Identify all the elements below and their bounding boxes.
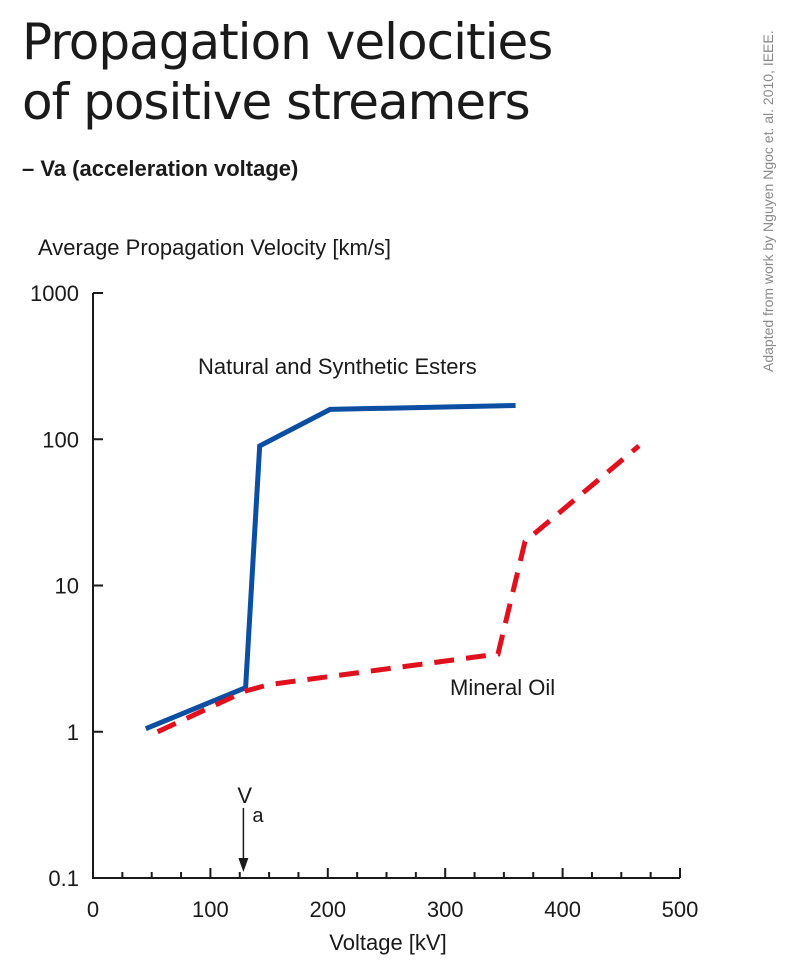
- va-subscript: a: [252, 805, 264, 827]
- y-tick-label: 1: [67, 720, 79, 745]
- series-label-mineral-oil: Mineral Oil: [450, 675, 555, 700]
- series-group: [144, 403, 641, 735]
- chart-title-line-1: Propagation velocities: [22, 13, 553, 71]
- x-axis-label: Voltage [kV]: [329, 930, 446, 955]
- chart-title: Propagation velocities of positive strea…: [22, 12, 553, 132]
- x-ticks: 0 100 200 300 400 500: [87, 868, 698, 922]
- chart-subtitle: – Va (acceleration voltage): [22, 156, 299, 181]
- y-tick-label: 0.1: [48, 866, 79, 891]
- series-line-mineral-oil: [156, 443, 641, 735]
- annotations: Va: [237, 783, 264, 872]
- x-tick-label: 100: [192, 897, 229, 922]
- y-tick-label: 10: [55, 574, 79, 599]
- y-tick-label: 100: [42, 427, 79, 452]
- x-tick-label: 200: [309, 897, 346, 922]
- x-tick-label: 300: [427, 897, 464, 922]
- x-tick-label: 400: [544, 897, 581, 922]
- va-label: V: [237, 783, 252, 808]
- chart-axes: [92, 293, 680, 879]
- x-tick-label: 500: [662, 897, 699, 922]
- series-line-esters: [144, 403, 516, 732]
- chart-title-line-2: of positive streamers: [22, 73, 531, 131]
- va-arrow-head: [238, 858, 249, 872]
- y-tick-label: 1000: [30, 281, 79, 306]
- series-label-esters: Natural and Synthetic Esters: [198, 354, 477, 379]
- y-ticks: 0.1 1 10 100 1000: [30, 281, 103, 891]
- x-tick-label: 0: [87, 897, 99, 922]
- y-axis-label: Average Propagation Velocity [km/s]: [38, 235, 391, 260]
